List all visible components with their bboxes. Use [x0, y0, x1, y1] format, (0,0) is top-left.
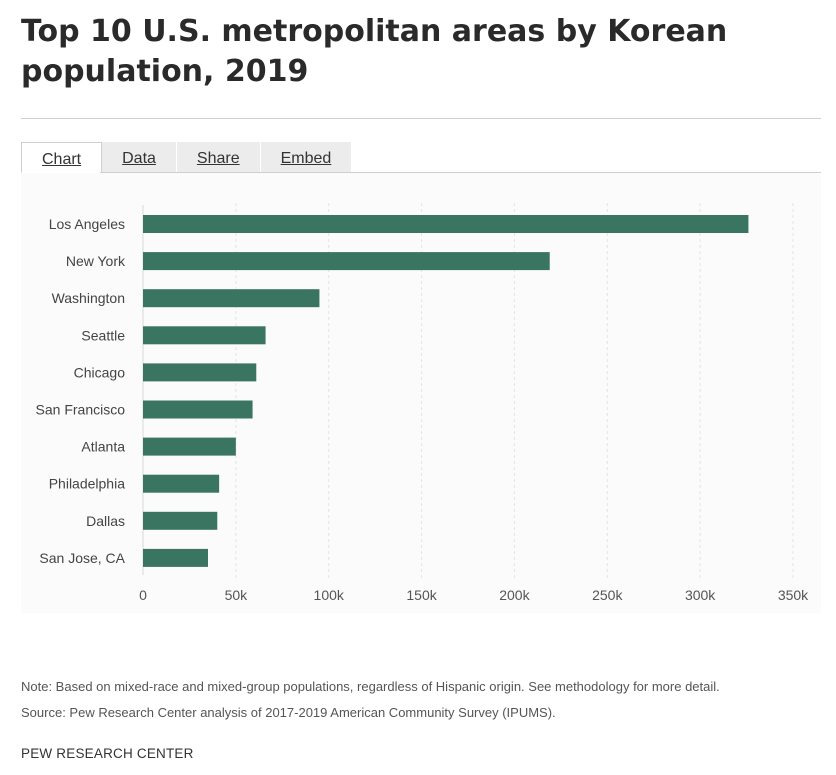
bar — [143, 215, 749, 233]
bar — [143, 252, 550, 271]
bar — [143, 326, 266, 345]
category-label: San Jose, CA — [39, 550, 125, 566]
category-label: Dallas — [86, 513, 125, 529]
tab-embed[interactable]: Embed — [260, 142, 353, 173]
category-label: Washington — [52, 290, 125, 306]
chart-panel: Los Angeles New York Washington Seattle Chic… — [21, 173, 821, 613]
category-label: San Francisco — [36, 402, 126, 418]
title-divider — [21, 118, 821, 119]
x-tick-label: 0 — [139, 587, 147, 603]
tab-share[interactable]: Share — [176, 142, 261, 173]
bar — [143, 548, 208, 567]
bar — [143, 289, 320, 308]
x-tick-label: 250k — [592, 587, 623, 603]
x-tick-label: 300k — [685, 587, 716, 603]
category-label: Chicago — [74, 364, 126, 380]
bar — [143, 474, 220, 493]
chart-note: Note: Based on mixed-race and mixed-grou… — [21, 679, 720, 694]
chart-source: Source: Pew Research Center analysis of … — [21, 705, 556, 720]
x-tick-label: 50k — [225, 587, 249, 603]
x-tick-label: 150k — [406, 587, 437, 603]
tab-chart[interactable]: Chart — [21, 142, 103, 173]
tab-bar: Chart Data Share Embed — [21, 142, 353, 173]
category-label: Philadelphia — [49, 476, 125, 492]
category-label: New York — [66, 253, 126, 269]
x-tick-label: 200k — [499, 587, 530, 603]
tab-data[interactable]: Data — [102, 142, 177, 173]
category-label: Los Angeles — [49, 216, 125, 232]
bar — [143, 511, 218, 530]
x-tick-label: 100k — [314, 587, 345, 603]
category-label: Seattle — [81, 327, 125, 343]
publisher-credit: PEW RESEARCH CENTER — [21, 746, 194, 761]
tab-divider — [100, 172, 821, 173]
x-tick-label: 350k — [778, 587, 809, 603]
bar — [143, 400, 253, 419]
bar-chart: Los Angeles New York Washington Seattle Chic… — [36, 203, 809, 603]
bar — [143, 437, 236, 456]
bar — [143, 363, 257, 382]
category-label: Atlanta — [81, 439, 125, 455]
page-title: Top 10 U.S. metropolitan areas by Korean… — [21, 14, 728, 89]
